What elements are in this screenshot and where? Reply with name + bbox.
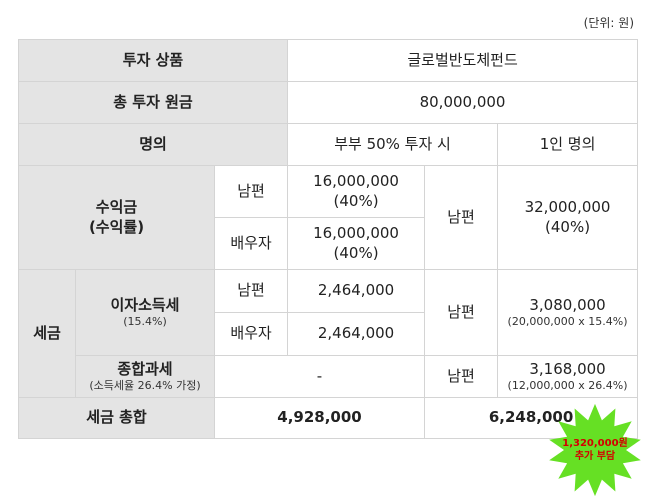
interest-couple-spouse: 2,464,000: [287, 312, 426, 356]
profit-couple-husband-amount: 16,000,000: [313, 172, 399, 190]
interest-label-cell: 이자소득세 (15.4%): [75, 269, 215, 356]
tax-label: 세금: [18, 269, 76, 398]
profit-spouse-label: 배우자: [213, 217, 289, 270]
row-interest-husband: 세금 이자소득세 (15.4%) 남편 2,464,000 남편 3,080,0…: [18, 269, 639, 398]
profit-label-sub: (수익률): [88, 217, 145, 236]
callout-line1: 1,320,000원: [562, 438, 628, 449]
row-profit-spouse: 배우자 16,000,000 (40%): [19, 217, 638, 270]
row-owner: 명의 부부 50% 투자 시 1인 명의: [17, 123, 639, 166]
interest-single: 3,080,000 (20,000,000 x 15.4%): [497, 269, 639, 356]
profit-label: 수익금: [95, 198, 138, 216]
row-comprehensive: 종합과세 (소득세율 26.4% 가정) - 남편 3,168,000 (12,…: [19, 355, 639, 398]
profit-single-label: 남편: [424, 165, 499, 270]
interest-label: 이자소득세: [110, 295, 180, 314]
profit-single-rate: (40%): [545, 217, 591, 236]
row-profit-husband: 수익금 (수익률) 남편 16,000,000 (40%) 남편 32,000,…: [18, 165, 639, 270]
interest-single-label: 남편: [424, 269, 499, 356]
total-couple: 4,928,000: [213, 397, 426, 439]
profit-single-amount: 32,000,000: [524, 198, 611, 216]
product-value: 글로벌반도체펀드: [287, 39, 639, 82]
comprehensive-single-calc: (12,000,000 x 26.4%): [507, 379, 628, 393]
row-product: 투자 상품 글로벌반도체펀드: [17, 39, 639, 82]
total-label: 세금 총합: [18, 397, 215, 439]
profit-label-cell: 수익금 (수익률): [18, 165, 215, 270]
owner-single: 1인 명의: [497, 123, 639, 166]
comprehensive-couple: -: [213, 355, 426, 398]
principal-label: 총 투자 원금: [17, 81, 289, 124]
profit-husband-label: 남편: [213, 165, 289, 218]
owner-label: 명의: [17, 123, 289, 166]
principal-value: 80,000,000: [287, 81, 639, 124]
comprehensive-sub: (소득세율 26.4% 가정): [89, 379, 201, 393]
comprehensive-label-cell: 종합과세 (소득세율 26.4% 가정): [75, 355, 215, 398]
profit-couple-husband-rate: (40%): [333, 191, 379, 210]
profit-single: 32,000,000 (40%): [497, 165, 639, 270]
starburst-shape: [549, 403, 641, 497]
callout-line2: 추가 부담: [574, 450, 616, 462]
interest-husband-label: 남편: [213, 269, 289, 313]
comprehensive-single-label: 남편: [424, 355, 499, 398]
callout-text: 1,320,000원 추가 부담: [545, 438, 645, 463]
comprehensive-single-amount: 3,168,000: [529, 359, 606, 378]
profit-couple-spouse: 16,000,000 (40%): [287, 217, 426, 270]
tax-comparison-table: 투자 상품 글로벌반도체펀드 총 투자 원금 80,000,000 명의 부부 …: [17, 39, 639, 439]
profit-couple-husband: 16,000,000 (40%): [287, 165, 426, 218]
profit-couple-spouse-rate: (40%): [333, 243, 379, 262]
interest-spouse-label: 배우자: [213, 312, 289, 356]
comprehensive-single: 3,168,000 (12,000,000 x 26.4%): [497, 355, 639, 398]
interest-single-amount: 3,080,000: [529, 295, 606, 314]
callout-starburst: [549, 403, 641, 497]
row-interest-spouse: 배우자 2,464,000: [19, 312, 638, 356]
interest-couple-husband: 2,464,000: [287, 269, 426, 313]
interest-sub: (15.4%): [123, 315, 167, 329]
row-principal: 총 투자 원금 80,000,000: [17, 81, 639, 124]
owner-couple: 부부 50% 투자 시: [287, 123, 499, 166]
profit-couple-spouse-amount: 16,000,000: [313, 224, 399, 242]
unit-note: (단위: 원): [583, 16, 634, 30]
interest-single-calc: (20,000,000 x 15.4%): [507, 315, 628, 329]
comprehensive-label: 종합과세: [117, 359, 173, 378]
product-label: 투자 상품: [17, 39, 289, 82]
